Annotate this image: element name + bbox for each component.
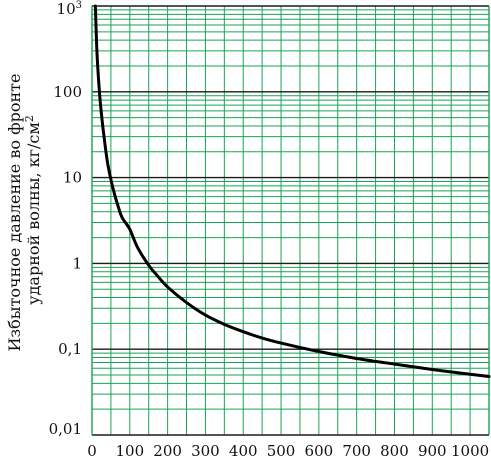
y-axis-label: Избыточное давление во фронте ударной во… xyxy=(5,68,43,351)
grid xyxy=(91,5,490,436)
y-axis-label-line-2-text: ударной волны, кг/см xyxy=(24,122,43,305)
y-tick-labels: 0,01 0,1 1 10 100 103 xyxy=(49,0,82,438)
y-tick-label: 100 xyxy=(53,83,82,101)
y-axis-label-line-1: Избыточное давление во фронте xyxy=(5,74,24,352)
x-tick-label: 200 xyxy=(153,442,182,460)
x-tick-label: 700 xyxy=(342,442,371,460)
x-tick-label: 300 xyxy=(191,442,220,460)
x-tick-label: 600 xyxy=(305,442,334,460)
x-tick-labels: 0 100 200 300 400 500 600 700 800 900 1000 xyxy=(87,442,489,460)
y-tick-label: 0,01 xyxy=(49,420,82,438)
x-tick-label: 0 xyxy=(87,442,97,460)
x-tick-label: 1000 xyxy=(451,442,489,460)
curve-layer xyxy=(93,4,491,379)
x-tick-label: 500 xyxy=(267,442,296,460)
y-tick-label: 0,1 xyxy=(58,340,82,358)
y-axis-label-superscript: 2 xyxy=(23,115,36,122)
x-tick-label: 100 xyxy=(115,442,144,460)
x-tick-label: 400 xyxy=(229,442,258,460)
y-tick-label: 10 xyxy=(63,169,82,187)
series-line-0 xyxy=(93,4,491,379)
y-tick-label: 1 xyxy=(72,254,82,272)
y-axis-label-line-2: ударной волны, кг/см2 xyxy=(23,115,43,305)
x-tick-label: 900 xyxy=(418,442,447,460)
x-tick-label: 800 xyxy=(380,442,409,460)
y-tick-label: 103 xyxy=(57,0,82,18)
